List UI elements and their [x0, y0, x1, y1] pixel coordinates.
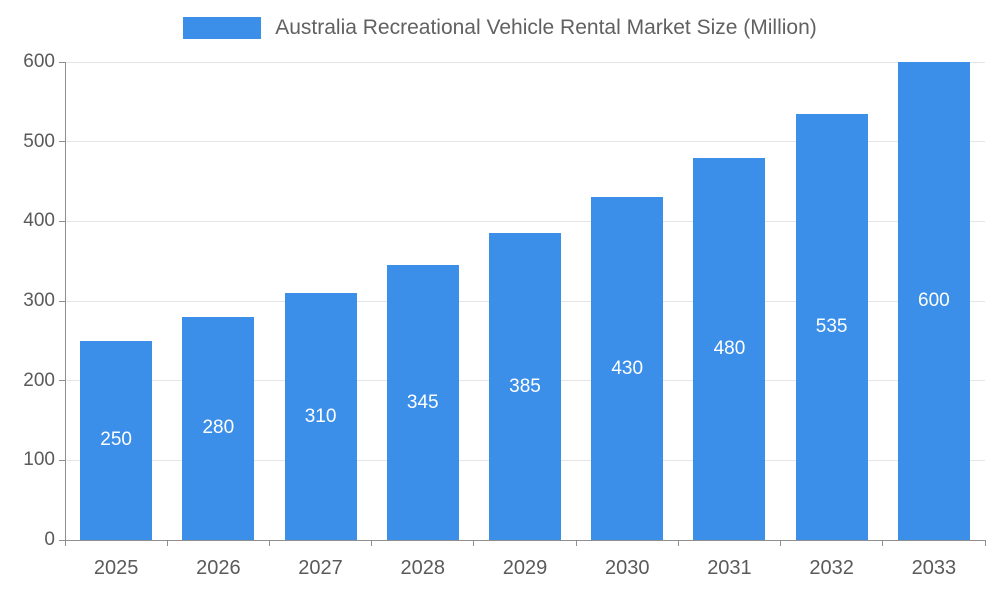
x-tick — [780, 540, 782, 546]
bar-2027[interactable]: 310 — [284, 293, 357, 540]
x-tick — [371, 540, 373, 546]
x-axis-tick-label: 2029 — [502, 557, 548, 579]
x-axis-tick-label: 2032 — [809, 557, 854, 579]
bar-2029[interactable]: 385 — [489, 233, 561, 540]
y-axis-tick-label: 600 — [23, 51, 55, 72]
y-tick — [59, 539, 65, 541]
y-axis-tick-label: 100 — [23, 449, 55, 471]
y-tick — [59, 300, 65, 302]
bar-2028[interactable]: 345 — [386, 265, 459, 540]
x-tick — [64, 540, 66, 546]
bar-value-label: 310 — [304, 405, 337, 427]
x-tick — [984, 540, 986, 546]
y-axis-line — [65, 62, 66, 540]
y-axis-tick-label: 300 — [23, 290, 55, 311]
x-tick — [677, 540, 679, 546]
gridline — [65, 141, 985, 143]
chart-title: Australia Recreational Vehicle Rental Ma… — [275, 16, 817, 39]
y-tick — [59, 220, 65, 222]
bar-2025[interactable]: 250 — [80, 340, 153, 540]
gridline — [65, 220, 985, 222]
y-axis-tick-label: 400 — [23, 210, 55, 232]
x-tick — [882, 540, 884, 546]
bar-value-label: 345 — [406, 391, 439, 413]
x-axis-tick-label: 2030 — [604, 557, 650, 579]
bar-2033[interactable]: 600 — [897, 62, 970, 540]
x-axis-tick-label: 2025 — [93, 557, 139, 579]
x-axis-tick-label: 2026 — [196, 557, 241, 579]
bar-value-label: 280 — [202, 417, 235, 439]
x-tick — [575, 540, 577, 546]
x-axis-tick-label: 2033 — [911, 557, 957, 579]
bar-2030[interactable]: 430 — [591, 197, 664, 540]
legend-item[interactable]: Australia Recreational Vehicle Rental Ma… — [183, 16, 817, 40]
bar-value-label: 385 — [509, 375, 541, 397]
x-axis-tick-label: 2028 — [400, 557, 446, 579]
y-axis-tick-label: 200 — [23, 369, 55, 391]
y-axis-tick-label: 0 — [44, 529, 55, 550]
legend-swatch — [183, 17, 262, 39]
y-tick — [59, 141, 65, 143]
x-tick — [268, 540, 270, 546]
chart-legend: Australia Recreational Vehicle Rental Ma… — [0, 16, 1000, 40]
x-axis-line — [65, 540, 985, 541]
bar-value-label: 600 — [918, 290, 950, 311]
y-tick — [59, 459, 65, 461]
x-axis-tick-label: 2031 — [707, 557, 752, 579]
bar-2026[interactable]: 280 — [182, 316, 255, 540]
bar-value-label: 430 — [611, 357, 644, 379]
bar-value-label: 250 — [100, 429, 132, 451]
bar-value-label: 480 — [713, 337, 746, 359]
gridline — [65, 61, 985, 63]
bar-value-label: 535 — [815, 315, 848, 337]
x-axis-tick-label: 2027 — [298, 557, 343, 579]
y-axis-tick-label: 500 — [23, 130, 55, 152]
y-tick — [59, 61, 65, 63]
x-tick — [166, 540, 168, 546]
x-tick — [473, 540, 475, 546]
y-tick — [59, 380, 65, 382]
bar-2031[interactable]: 480 — [693, 157, 766, 540]
bar-2032[interactable]: 535 — [795, 113, 868, 540]
